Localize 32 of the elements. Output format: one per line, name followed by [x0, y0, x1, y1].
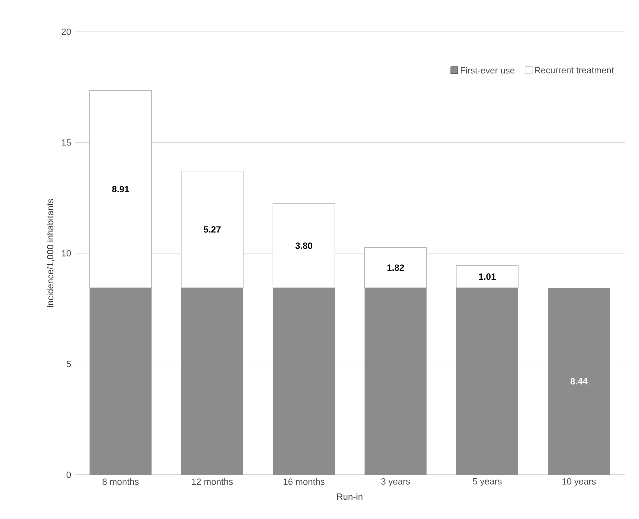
bar: [181, 171, 244, 288]
bar: [456, 288, 518, 475]
bar: [364, 288, 427, 475]
bar: [456, 265, 519, 288]
x-tick-label: 3 years: [381, 478, 410, 487]
bar: [364, 248, 428, 288]
y-tick-label: 15: [62, 140, 72, 146]
y-axis-title: Incidence/1,000 inhabitants: [47, 199, 55, 308]
x-tick-label: 8 months: [102, 478, 139, 486]
x-tick-label: 10 years: [562, 478, 596, 487]
bar: [548, 288, 610, 475]
data-label: 3.80: [296, 242, 313, 250]
bar: [90, 288, 152, 475]
y-tick-label: 10: [62, 250, 72, 257]
legend-label: Recurrent treatment: [535, 67, 614, 74]
data-label: 1.82: [388, 264, 404, 272]
bar: [90, 90, 152, 288]
bar: [272, 204, 336, 288]
data-label: 1.01: [479, 274, 496, 280]
y-tick-label: 20: [62, 28, 72, 36]
data-label: 8.91: [112, 186, 130, 193]
x-tick-label: 5 years: [473, 478, 502, 487]
x-axis-title: Run-in: [338, 493, 363, 500]
x-tick-label: 16 months: [284, 478, 325, 486]
bar: [182, 288, 244, 475]
data-label: 8.44: [570, 378, 588, 385]
legend-label: First-ever use: [461, 67, 515, 74]
y-tick-label: 5: [66, 361, 72, 368]
y-tick-label: 0: [66, 472, 72, 478]
bar: [273, 288, 336, 475]
x-tick-label: 12 months: [192, 478, 234, 486]
data-label: 5.27: [204, 226, 221, 233]
